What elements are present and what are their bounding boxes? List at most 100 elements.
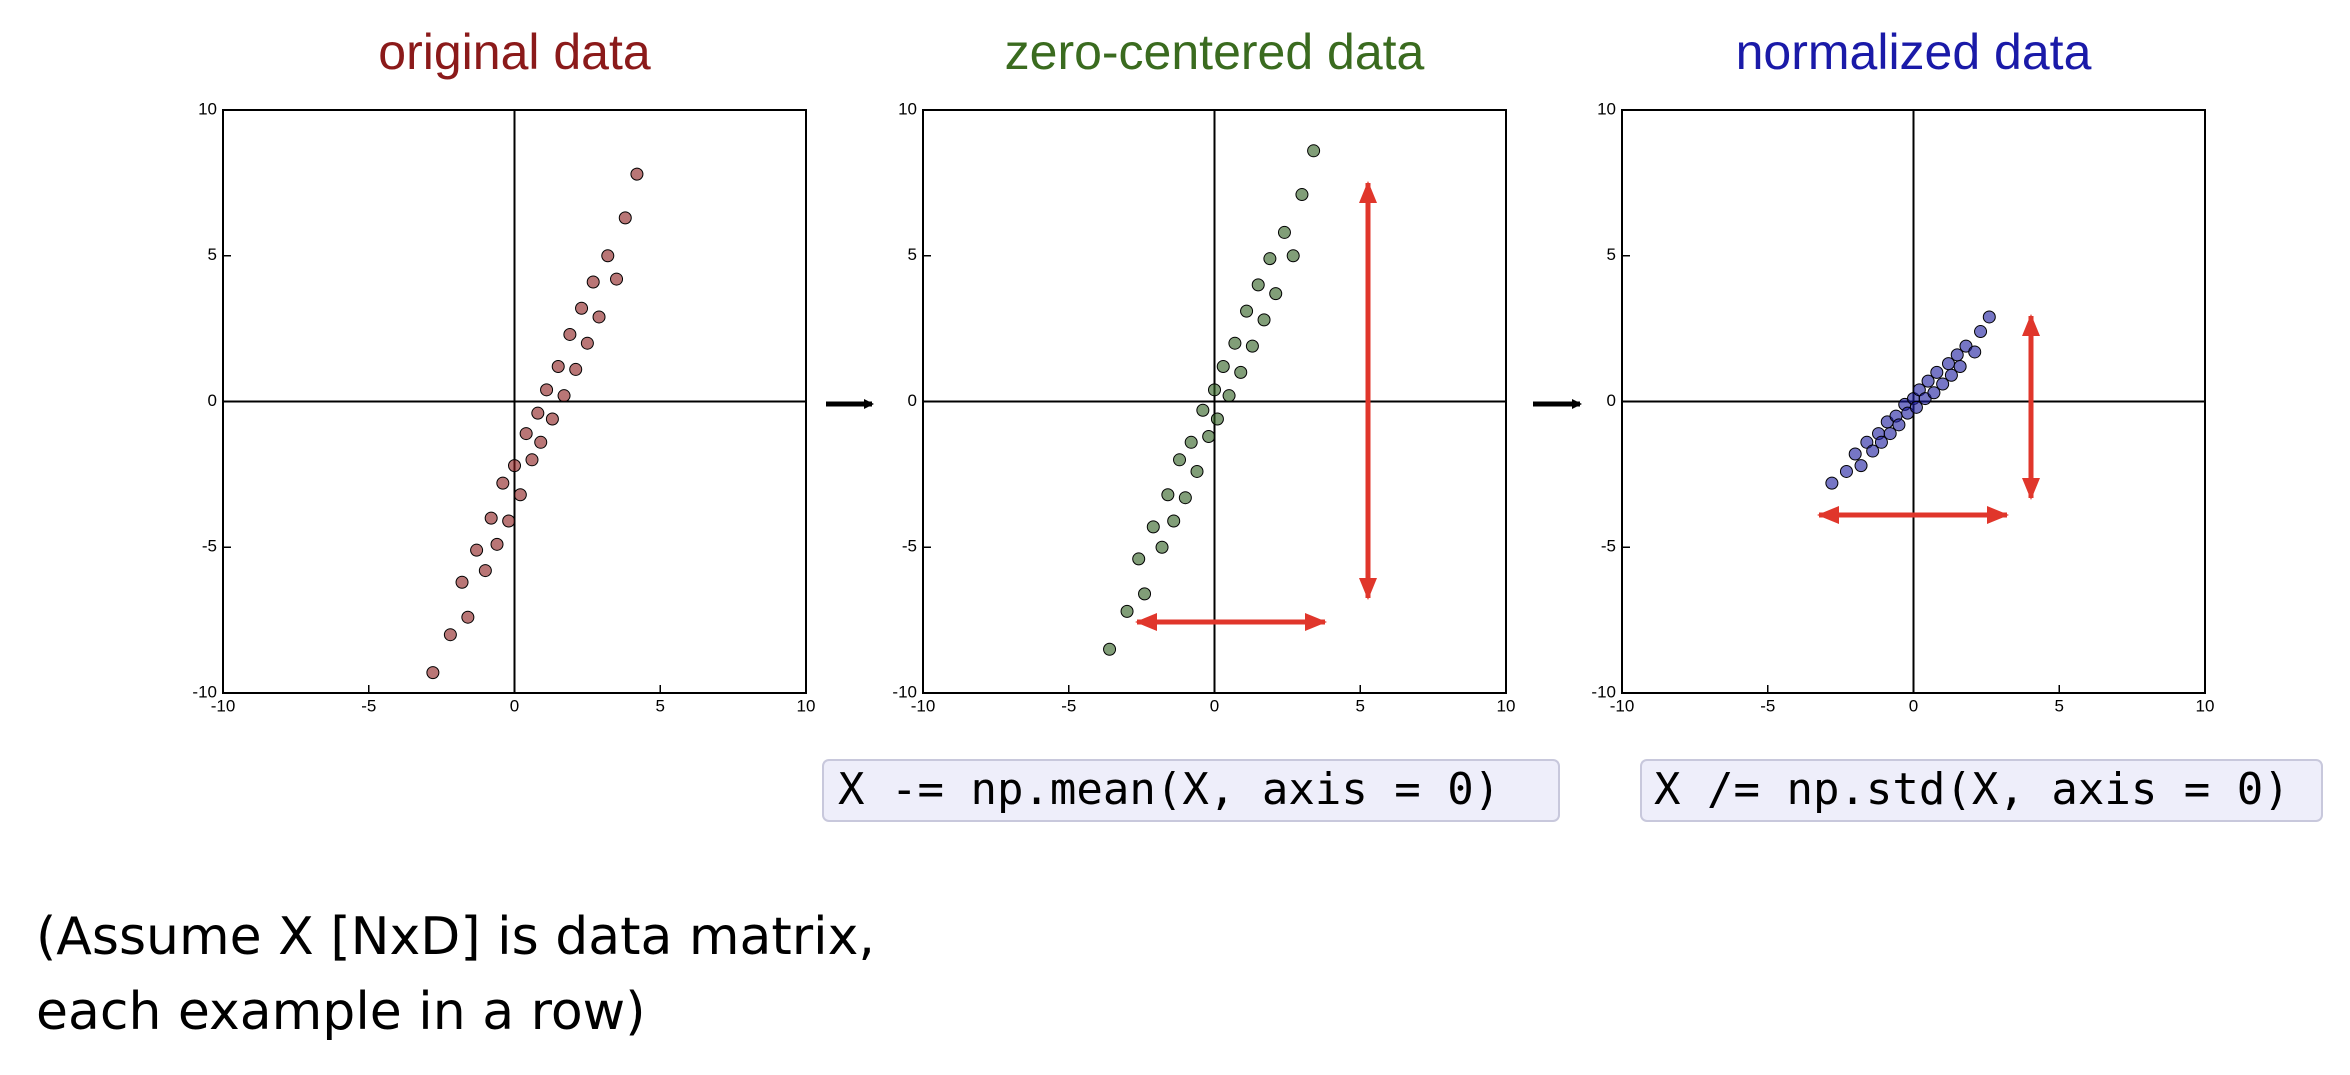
point (563, 327, 577, 341)
point (1953, 360, 1967, 374)
point (496, 476, 510, 490)
y-tick-label: 10 (198, 99, 217, 118)
x-tick-label: -10 (911, 696, 936, 715)
point (534, 435, 548, 449)
point (443, 628, 457, 642)
point (551, 360, 565, 374)
x-tick-label: -10 (211, 696, 236, 715)
x-tick-label: -5 (1760, 696, 1775, 715)
point (1968, 345, 1982, 359)
point (1839, 464, 1853, 478)
y-tick-label: 0 (208, 391, 217, 410)
point (1257, 313, 1271, 327)
point (1974, 325, 1988, 339)
x-tick-label: 5 (1356, 696, 1365, 715)
point (1825, 476, 1839, 490)
point (1120, 604, 1134, 618)
x-tick-label: -5 (361, 696, 376, 715)
point (1944, 368, 1958, 382)
point (1210, 412, 1224, 426)
y-tick-label: -5 (202, 537, 217, 556)
point (1222, 389, 1236, 403)
point (1161, 488, 1175, 502)
caption: (Assume X [NxD] is data matrix, (36, 907, 875, 967)
y-tick-label: -10 (192, 682, 217, 701)
x-tick-label: -5 (1061, 696, 1076, 715)
point (513, 488, 527, 502)
point (1848, 447, 1862, 461)
point (575, 301, 589, 315)
point (1196, 403, 1210, 417)
point (484, 511, 498, 525)
point (1251, 278, 1265, 292)
point (1854, 459, 1868, 473)
x-tick-label: 0 (1210, 696, 1219, 715)
point (1930, 365, 1944, 379)
point (1927, 386, 1941, 400)
y-tick-label: -5 (1601, 537, 1616, 556)
point (519, 427, 533, 441)
point (461, 610, 475, 624)
x-tick-label: 5 (656, 696, 665, 715)
point (1892, 418, 1906, 432)
x-tick-label: 10 (2196, 696, 2215, 715)
point (1883, 427, 1897, 441)
point (1921, 374, 1935, 388)
point (1866, 444, 1880, 458)
point (601, 249, 615, 263)
point (1277, 225, 1291, 239)
y-tick-label: -10 (1591, 682, 1616, 701)
point (1982, 310, 1996, 324)
code-box (822, 759, 1560, 822)
point (610, 272, 624, 286)
y-tick-label: 5 (908, 245, 917, 264)
point (1234, 365, 1248, 379)
point (508, 459, 521, 473)
point (1208, 383, 1221, 397)
point (1202, 429, 1216, 443)
point (592, 310, 606, 324)
chart-title: original data (378, 24, 651, 80)
point (502, 514, 516, 528)
point (1307, 144, 1321, 158)
point (1286, 249, 1300, 263)
point (586, 275, 600, 289)
charts: original data -10 -5 0 5 10 -10 -5 0 5 10 zero-cent… (192, 24, 2214, 715)
point (1138, 587, 1152, 601)
point (580, 336, 594, 350)
x-tick-label: 0 (1909, 696, 1918, 715)
point (525, 453, 539, 467)
x-tick-label: 5 (2055, 696, 2064, 715)
point (1167, 514, 1181, 528)
y-tick-label: 10 (898, 99, 917, 118)
y-tick-label: 5 (1607, 245, 1616, 264)
point (1155, 540, 1169, 554)
y-tick-label: -5 (902, 537, 917, 556)
point (1295, 188, 1309, 202)
point (1909, 400, 1923, 414)
point (1269, 287, 1283, 301)
x-tick-label: 10 (1497, 696, 1516, 715)
y-tick-label: -10 (892, 682, 917, 701)
point (490, 537, 504, 551)
x-tick-label: 10 (797, 696, 816, 715)
caption: each example in a row) (36, 982, 645, 1042)
code: X -= np.mean(X, axis = 0) (838, 764, 1500, 815)
y-tick-label: 0 (908, 391, 917, 410)
chart-title: zero-centered data (1005, 24, 1425, 80)
point (426, 666, 440, 680)
point (531, 406, 545, 420)
y-tick-label: 0 (1607, 391, 1616, 410)
point (569, 362, 583, 376)
x-tick-label: 0 (510, 696, 519, 715)
point (1146, 520, 1160, 534)
point (455, 575, 469, 589)
point (478, 564, 492, 578)
point (1936, 377, 1950, 391)
point (557, 389, 571, 403)
code-box (1640, 759, 2323, 822)
point (1263, 252, 1277, 266)
point (1190, 464, 1204, 478)
point (630, 167, 644, 181)
